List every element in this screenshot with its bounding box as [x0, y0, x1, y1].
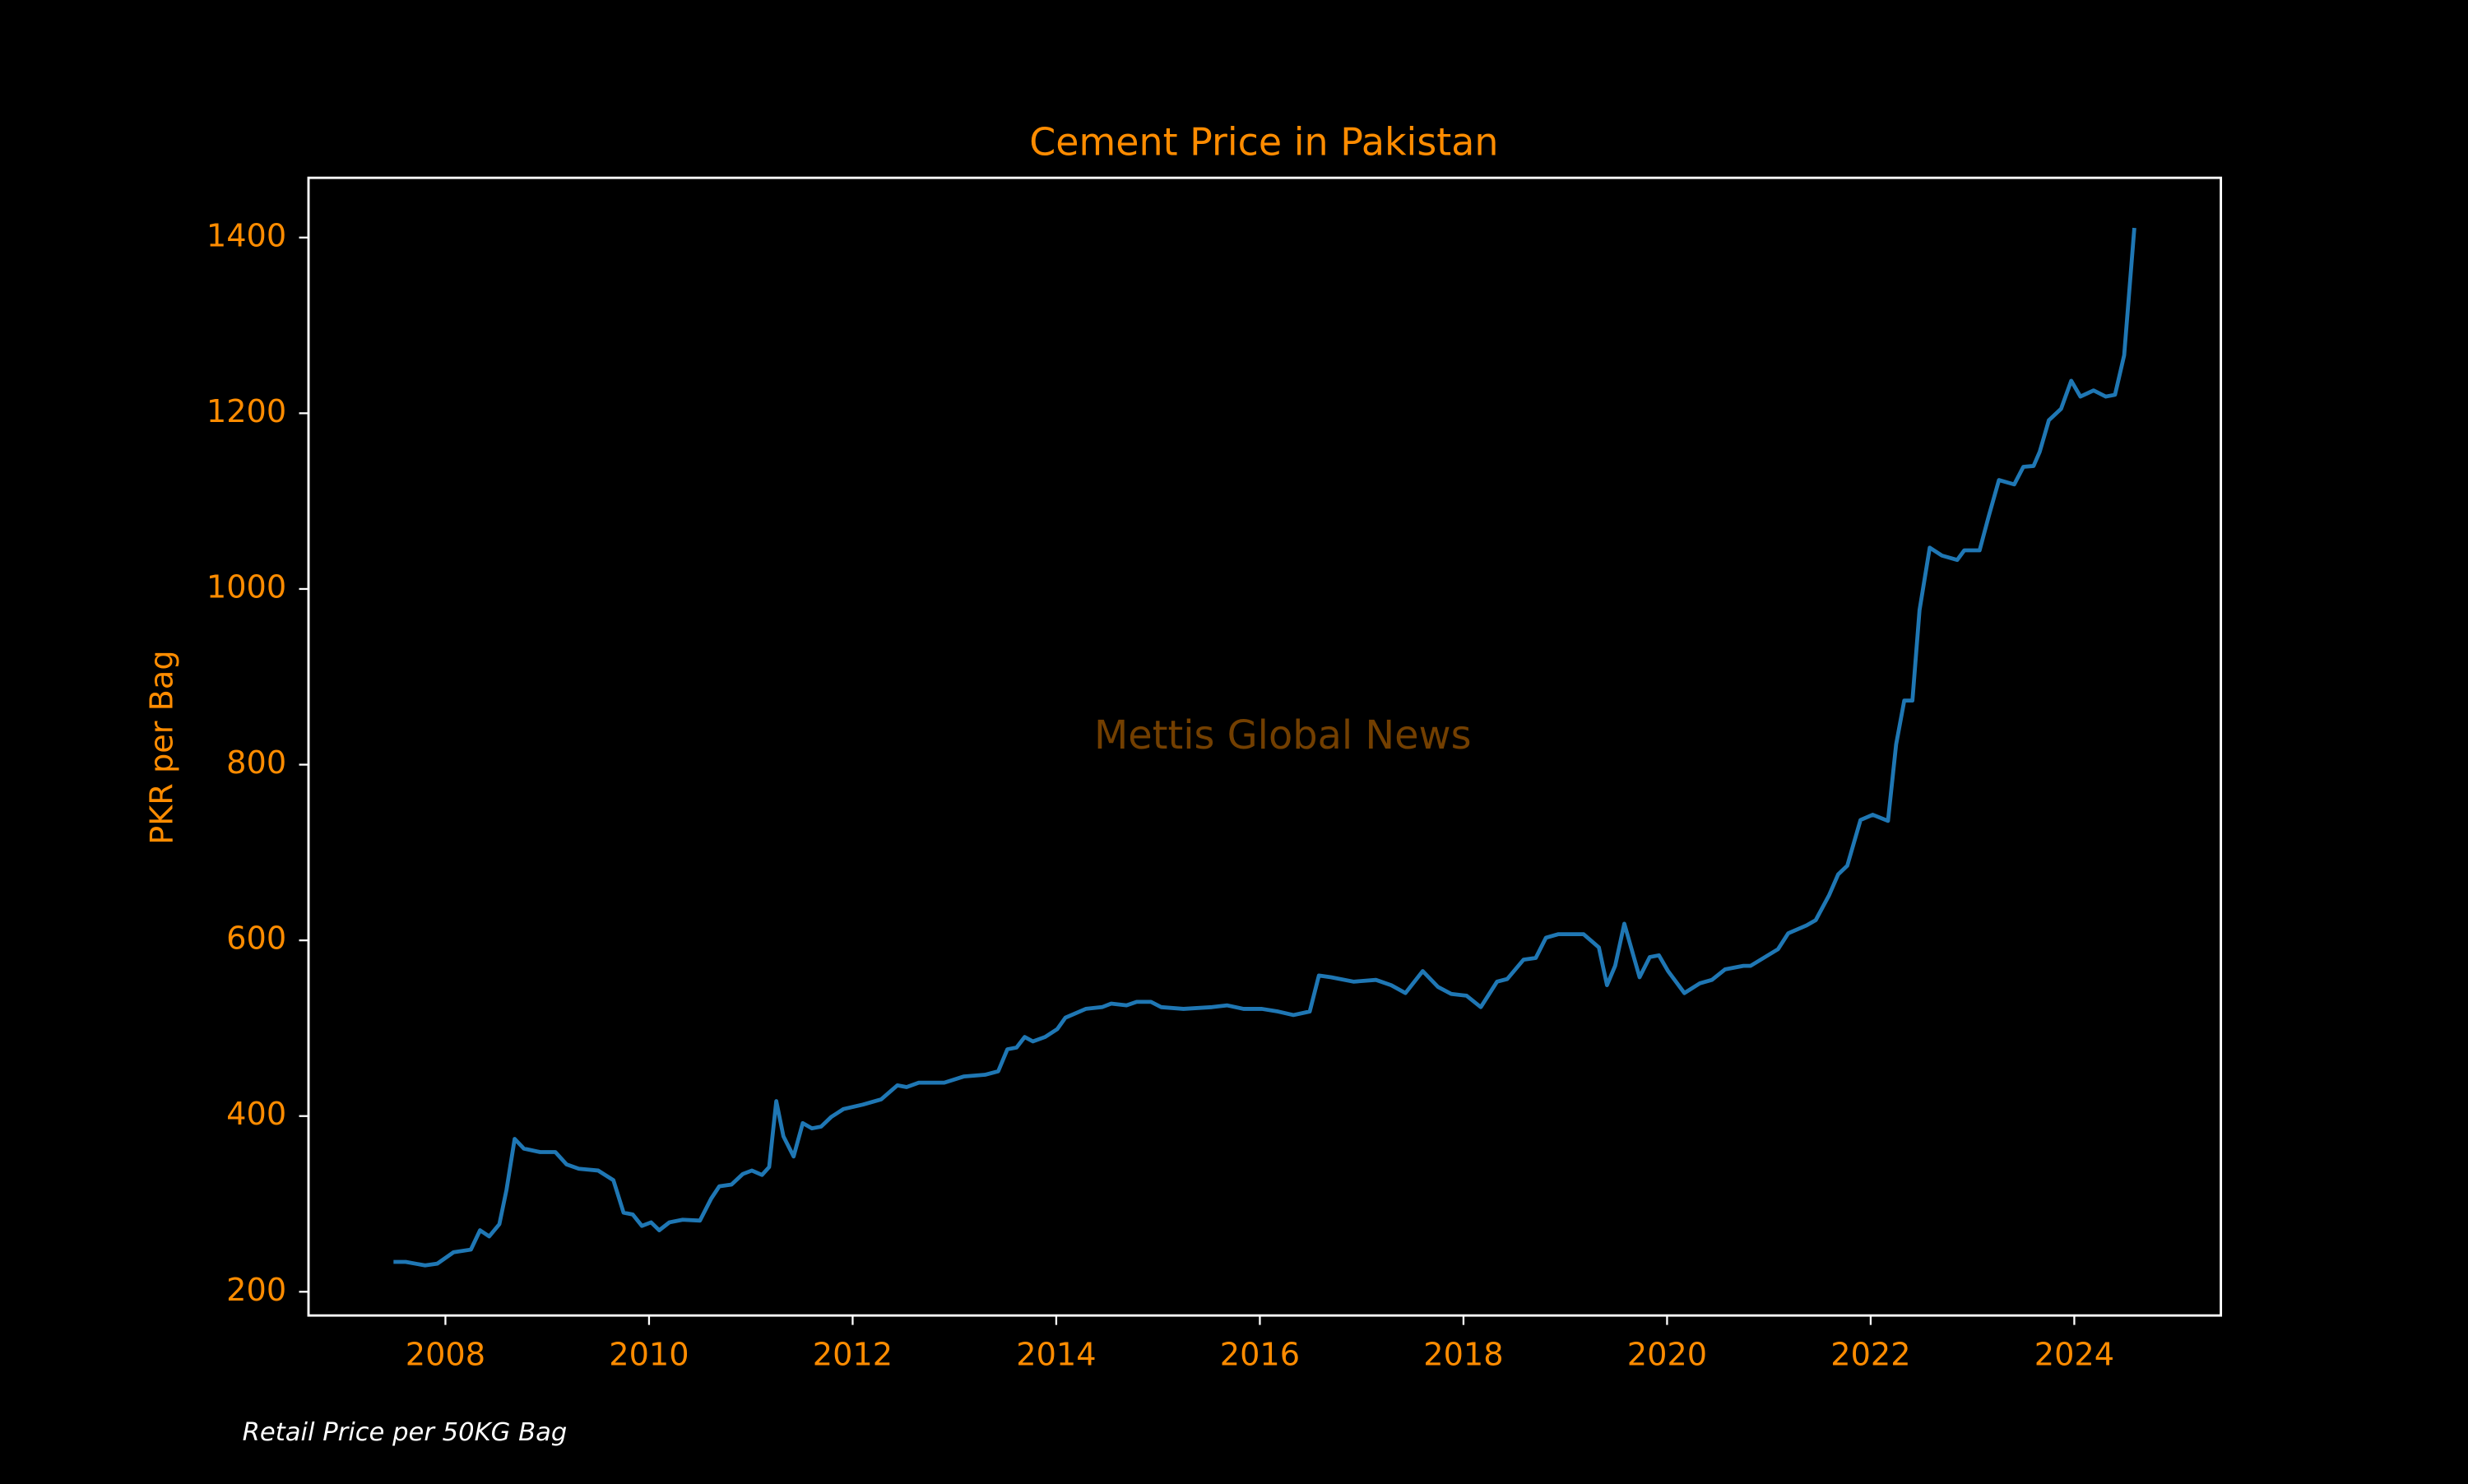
y-tick-label: 600 [226, 921, 286, 958]
y-axis-label: PKR per Bag [143, 650, 180, 845]
y-tick-label: 1400 [206, 217, 286, 254]
x-tick-label: 2024 [2034, 1336, 2114, 1373]
caption: Retail Price per 50KG Bag [243, 1418, 568, 1447]
y-tick-label: 800 [226, 744, 286, 781]
x-tick-label: 2008 [406, 1336, 485, 1373]
plot-frame [307, 176, 2223, 1317]
x-tick-label: 2020 [1627, 1336, 1707, 1373]
chart-title: Cement Price in Pakistan [1029, 119, 1498, 164]
x-tick-label: 2014 [1016, 1336, 1096, 1373]
x-tick-label: 2018 [1423, 1336, 1503, 1373]
x-tick-label: 2022 [1830, 1336, 1910, 1373]
x-tick-label: 2012 [813, 1336, 893, 1373]
watermark: Mettis Global News [1094, 713, 1472, 758]
y-tick-label: 1000 [206, 568, 286, 605]
x-tick-label: 2010 [609, 1336, 689, 1373]
y-tick-label: 400 [226, 1096, 286, 1133]
y-tick-label: 200 [226, 1272, 286, 1309]
price-line [393, 227, 2136, 1268]
x-tick-label: 2016 [1220, 1336, 1300, 1373]
y-tick-label: 1200 [206, 393, 286, 430]
